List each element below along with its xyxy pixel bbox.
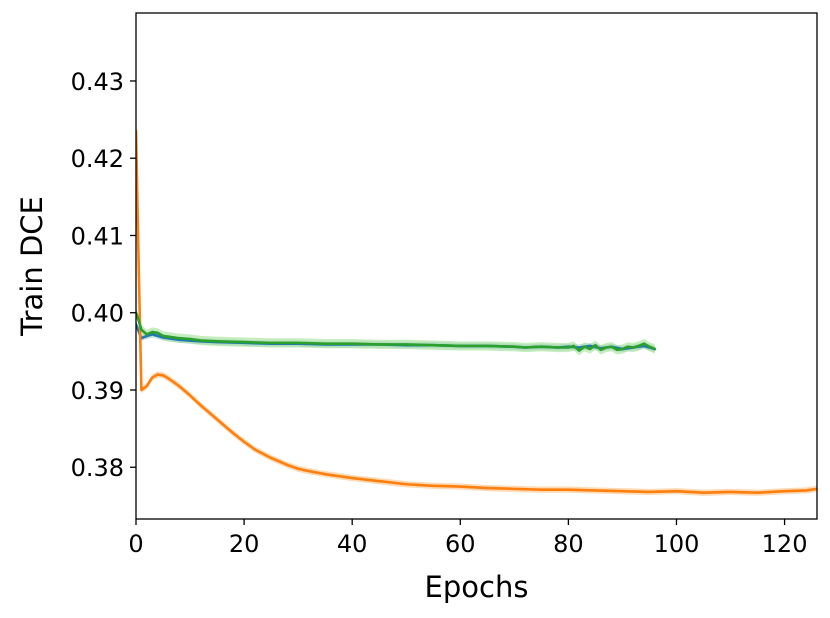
y-axis-ticks: 0.38 0.39 0.40 0.41 0.42 0.43 (71, 68, 136, 482)
series-3-line (136, 311, 657, 352)
x-tick-label: 100 (654, 530, 700, 558)
series-2-band (136, 128, 817, 496)
x-tick-label: 80 (553, 530, 584, 558)
y-tick-label: 0.43 (71, 68, 124, 96)
x-axis-ticks: 0 20 40 60 80 100 120 (128, 519, 807, 558)
x-tick-label: 60 (445, 530, 476, 558)
y-tick-label: 0.41 (71, 222, 124, 250)
y-tick-label: 0.39 (71, 377, 124, 405)
x-tick-label: 20 (229, 530, 260, 558)
y-tick-label: 0.40 (71, 300, 124, 328)
y-tick-label: 0.42 (71, 145, 124, 173)
x-axis-title: Epochs (425, 570, 529, 604)
plot-frame (135, 12, 818, 520)
series-lines (136, 129, 817, 495)
series-2-line (136, 129, 817, 495)
x-tick-label: 40 (337, 530, 368, 558)
x-tick-label: 0 (128, 530, 143, 558)
y-axis-title: Train DCE (15, 196, 49, 337)
x-tick-label: 120 (762, 530, 808, 558)
y-tick-label: 0.38 (71, 454, 124, 482)
confidence-bands (136, 128, 817, 496)
